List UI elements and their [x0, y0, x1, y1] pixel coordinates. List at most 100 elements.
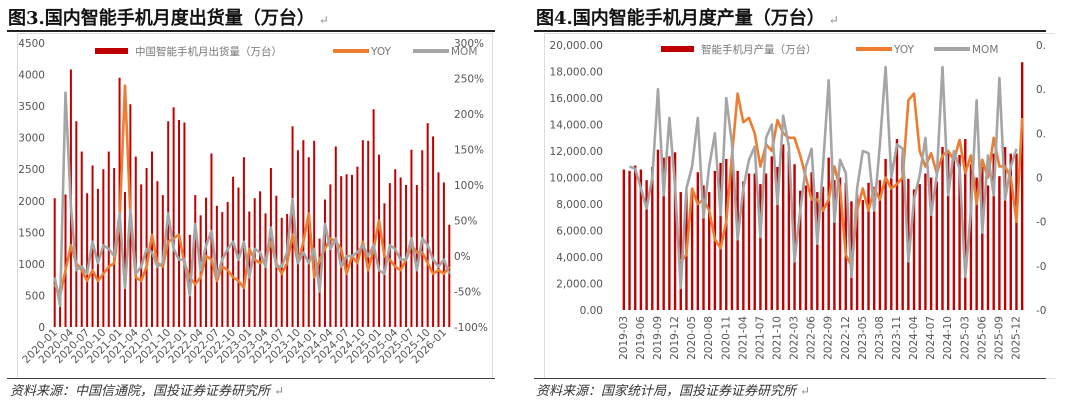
x-tick-label: 2024-07: [925, 316, 937, 360]
bar: [764, 173, 768, 310]
bar: [747, 173, 751, 310]
bar: [776, 166, 779, 310]
bar: [935, 181, 939, 310]
bar: [75, 121, 78, 327]
y-right-tick-label: -0.4: [1036, 261, 1046, 273]
bar: [145, 167, 148, 327]
bar: [178, 119, 181, 328]
bar: [964, 139, 967, 310]
bar: [1009, 153, 1012, 310]
x-tick-label: 2020-08: [703, 316, 715, 360]
y-left-tick-label: 10,000.00: [550, 173, 603, 185]
bar: [378, 154, 381, 327]
x-tick-label: 2024-04: [908, 316, 920, 360]
bar: [690, 190, 694, 310]
x-tick-label: 2019-06: [635, 316, 647, 360]
bar: [946, 152, 950, 310]
x-tick-label: 2019-03: [618, 316, 630, 360]
bar: [291, 126, 294, 327]
return-mark: ↵: [318, 13, 329, 27]
x-tick-label: 2023-08: [874, 316, 886, 360]
bar: [838, 177, 842, 310]
left-source-note: 资料来源：中国信通院，国投证券证券研究所 ↵: [10, 380, 284, 399]
bar: [372, 109, 375, 328]
bar: [981, 166, 984, 310]
bar: [810, 172, 813, 310]
left-bottom-rule: [7, 378, 495, 379]
bar: [673, 152, 677, 310]
bar: [437, 172, 440, 327]
x-tick-label: 2022-09: [823, 316, 835, 360]
y-right-tick-label: 300%: [454, 38, 484, 50]
bar: [645, 180, 648, 310]
bar: [719, 162, 722, 310]
x-tick-label: 2025-09: [993, 316, 1005, 360]
return-mark: ↵: [800, 384, 811, 398]
y-left-tick-label: 14,000.00: [550, 120, 603, 132]
bar: [307, 157, 310, 327]
y-left-tick-label: 20,000.00: [550, 40, 603, 52]
y-left-tick-label: 4000: [18, 70, 45, 82]
y-left-tick-label: 12,000.00: [550, 146, 603, 158]
bar: [975, 177, 978, 310]
bar: [426, 123, 429, 327]
y-left-tick-label: 1500: [18, 227, 45, 239]
bar: [264, 213, 267, 327]
right-chart-title: 图4.国内智能手机月度产量（万台） ↵: [536, 4, 839, 30]
bar: [334, 146, 337, 327]
y-left-tick-label: 3500: [18, 101, 45, 113]
bar: [448, 224, 451, 327]
right-chart-title-text: 图4.国内智能手机月度产量（万台）: [536, 8, 825, 29]
yoy-line: [53, 84, 451, 297]
bar: [313, 140, 316, 327]
bar: [656, 149, 660, 310]
bar: [134, 156, 137, 327]
bar: [351, 174, 353, 327]
bar: [432, 136, 435, 327]
y-left-tick-label: 2000: [18, 196, 45, 208]
x-tick-label: 2020-11: [720, 316, 732, 360]
return-mark: ↵: [274, 384, 285, 398]
bar: [286, 214, 289, 327]
bar: [753, 173, 756, 310]
bar: [730, 166, 734, 310]
bar: [821, 186, 825, 310]
bar: [890, 164, 893, 310]
bar: [140, 184, 143, 327]
y-right-tick-label: 250%: [454, 74, 484, 86]
y-left-tick-label: 2500: [18, 164, 45, 176]
bar: [194, 195, 197, 327]
y-left-tick-label: 1000: [18, 259, 45, 271]
y-right-tick-label: 0: [1036, 173, 1043, 185]
bar: [924, 173, 927, 310]
x-tick-label: 2021-04: [737, 316, 749, 360]
legend-bar-swatch: [95, 48, 128, 54]
bar: [253, 198, 256, 327]
bar: [634, 165, 637, 310]
bar: [998, 176, 1001, 310]
y-right-tick-label: -0.6: [1036, 305, 1046, 317]
x-tick-label: 2021-10: [771, 316, 783, 360]
bar: [1015, 153, 1018, 310]
bar: [986, 185, 990, 310]
bar: [329, 184, 332, 327]
bar: [86, 193, 89, 327]
legend-mom-label: MOM: [451, 46, 477, 58]
bar: [442, 182, 445, 327]
bar: [787, 151, 791, 310]
bar: [628, 170, 631, 310]
bar: [912, 189, 916, 310]
bar: [992, 153, 995, 310]
bar: [679, 192, 682, 310]
legend-yoy-label: YOY: [370, 46, 392, 58]
y-right-tick-label: 0%: [454, 251, 471, 263]
x-tick-label: 2022-06: [806, 316, 818, 360]
bar: [622, 169, 626, 310]
bar: [259, 191, 262, 327]
bar: [958, 154, 961, 310]
bar: [302, 140, 305, 327]
left-chart-title-text: 图3.国内智能手机月度出货量（万台）: [8, 8, 315, 29]
bar: [941, 147, 944, 310]
x-tick-label: 2019-09: [652, 316, 664, 360]
bar: [269, 167, 272, 327]
